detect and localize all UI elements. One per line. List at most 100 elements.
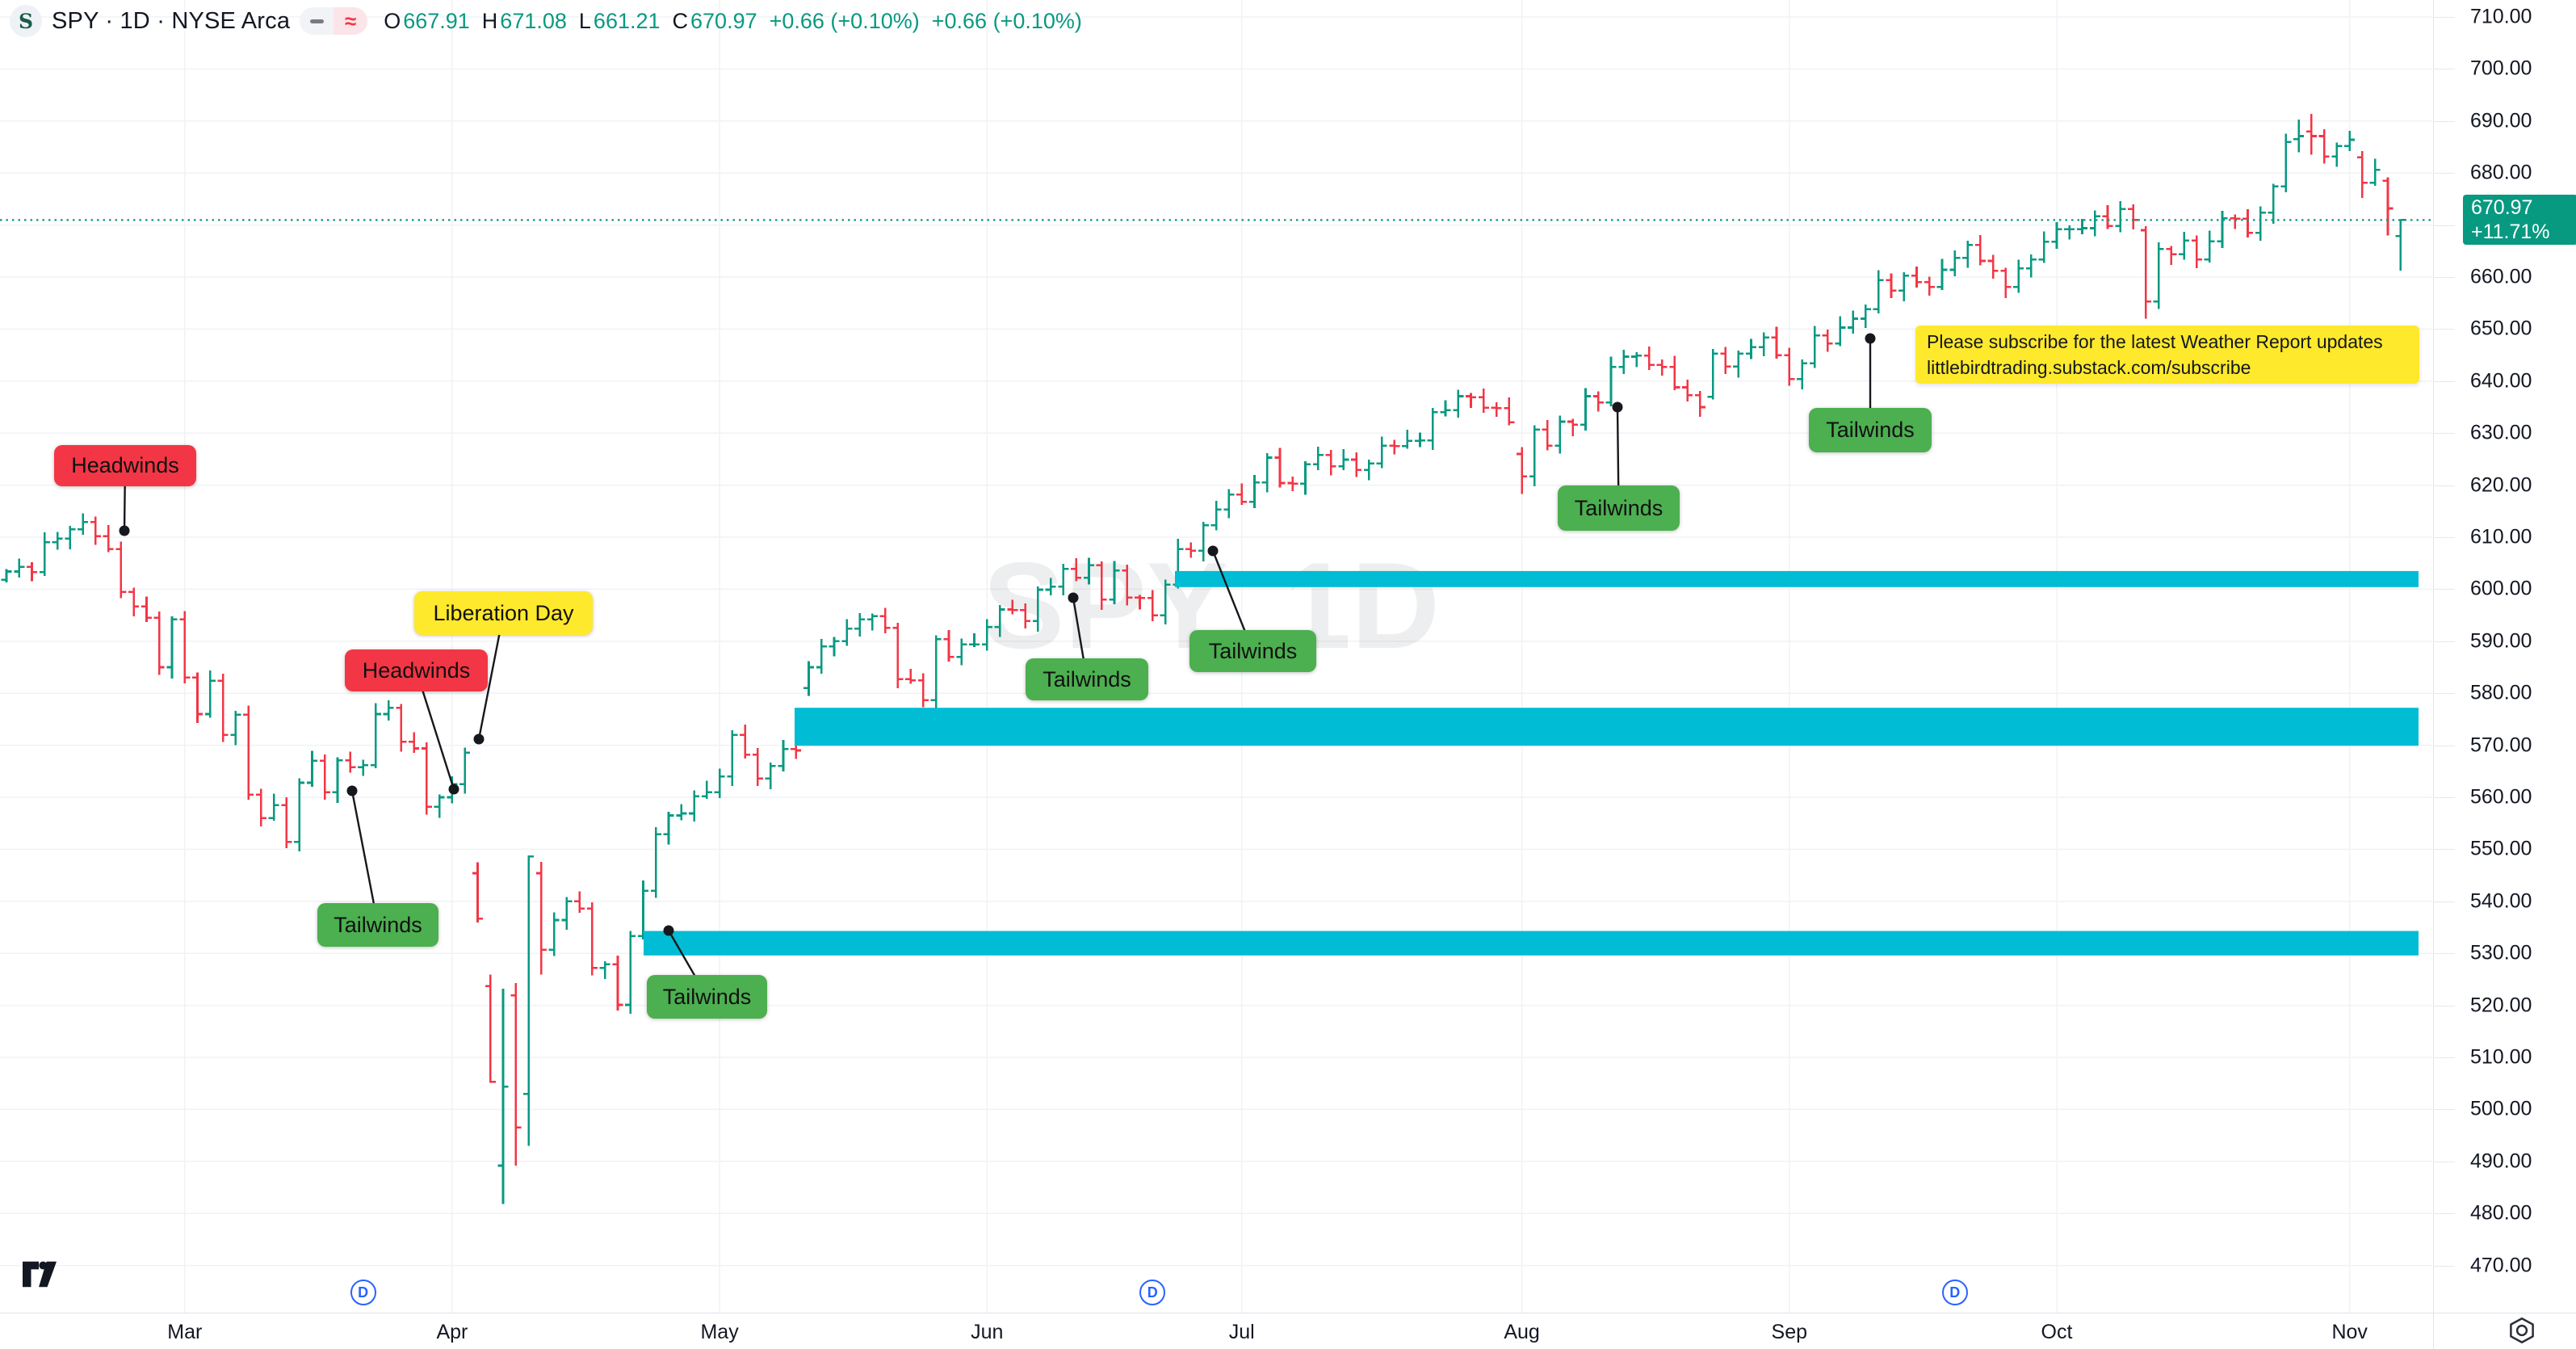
ohlc-bar[interactable] xyxy=(2179,232,2190,260)
ohlc-bar[interactable] xyxy=(803,661,814,696)
ohlc-bar[interactable] xyxy=(345,751,356,773)
ohlc-bar[interactable] xyxy=(2051,222,2062,249)
ohlc-bar[interactable] xyxy=(179,611,191,683)
ohlc-bar[interactable] xyxy=(1554,415,1566,454)
ohlc-bar[interactable] xyxy=(14,558,25,578)
ohlc-bar[interactable] xyxy=(52,532,63,550)
market-status-pill[interactable]: ≈ xyxy=(300,7,368,35)
ohlc-bar[interactable] xyxy=(243,705,254,800)
ohlc-bar[interactable] xyxy=(1071,558,1082,582)
ohlc-bar[interactable] xyxy=(255,788,266,826)
ohlc-bar[interactable] xyxy=(1962,240,1974,268)
ohlc-bar[interactable] xyxy=(1567,418,1579,436)
ohlc-bar[interactable] xyxy=(1376,436,1387,469)
ohlc-bar[interactable] xyxy=(1924,276,1935,296)
ohlc-bar[interactable] xyxy=(930,635,942,711)
ohlc-bar[interactable] xyxy=(1147,590,1158,621)
dividend-marker[interactable]: D xyxy=(350,1280,376,1305)
ohlc-bar[interactable] xyxy=(2191,235,2202,268)
ohlc-bar[interactable] xyxy=(2318,129,2330,164)
ohlc-bar[interactable] xyxy=(1605,356,1617,406)
ohlc-bar[interactable] xyxy=(1529,425,1540,486)
ohlc-bar[interactable] xyxy=(2395,219,2406,271)
ohlc-bar[interactable] xyxy=(1707,348,1718,400)
support-resistance-zone[interactable] xyxy=(644,931,2419,956)
ohlc-bar[interactable] xyxy=(1758,332,1769,356)
ohlc-bar[interactable] xyxy=(2153,242,2164,309)
ohlc-bar[interactable] xyxy=(103,525,114,553)
ohlc-bar[interactable] xyxy=(1,569,12,582)
ohlc-bar[interactable] xyxy=(1427,407,1438,450)
ohlc-bar[interactable] xyxy=(841,619,853,646)
support-resistance-zone[interactable] xyxy=(1175,570,2419,587)
ohlc-bar[interactable] xyxy=(2038,231,2049,263)
ohlc-bar[interactable] xyxy=(1363,459,1374,481)
ohlc-bar[interactable] xyxy=(2000,267,2012,299)
ohlc-bar[interactable] xyxy=(485,974,496,1083)
last-price-label[interactable]: 670.97 +11.71% xyxy=(2463,195,2576,246)
ohlc-bar[interactable] xyxy=(1656,359,1668,376)
ohlc-bar[interactable] xyxy=(459,747,471,794)
ohlc-bar[interactable] xyxy=(2230,214,2241,229)
ohlc-bar[interactable] xyxy=(2382,177,2393,236)
ohlc-bar[interactable] xyxy=(1325,450,1336,476)
ohlc-bar[interactable] xyxy=(1873,270,1884,313)
ohlc-bar[interactable] xyxy=(1478,389,1489,414)
ohlc-bar[interactable] xyxy=(1643,347,1655,371)
ohlc-bar[interactable] xyxy=(612,956,623,1011)
ohlc-bar[interactable] xyxy=(1720,347,1731,375)
ohlc-bar[interactable] xyxy=(1389,439,1400,455)
ohlc-bar[interactable] xyxy=(956,638,967,666)
ohlc-bar[interactable] xyxy=(1746,338,1756,359)
ohlc-bar[interactable] xyxy=(676,804,687,821)
ohlc-bar[interactable] xyxy=(650,826,661,898)
ohlc-bar[interactable] xyxy=(1300,461,1311,495)
ohlc-bar[interactable] xyxy=(2140,225,2151,319)
ohlc-bar[interactable] xyxy=(1122,564,1133,606)
ohlc-bar[interactable] xyxy=(2128,204,2139,229)
ohlc-bar[interactable] xyxy=(268,793,279,822)
ohlc-bar[interactable] xyxy=(1797,359,1808,389)
ohlc-bar[interactable] xyxy=(1771,326,1782,359)
ohlc-bar[interactable] xyxy=(1669,355,1680,391)
ohlc-bar[interactable] xyxy=(1835,316,1846,347)
ohlc-bar[interactable] xyxy=(1592,391,1604,412)
ohlc-bar[interactable] xyxy=(39,532,50,576)
ohlc-bar[interactable] xyxy=(689,790,700,822)
ohlc-bar[interactable] xyxy=(1809,326,1820,368)
ohlc-bar[interactable] xyxy=(1822,329,1833,352)
ohlc-bar[interactable] xyxy=(153,611,165,675)
ohlc-bar[interactable] xyxy=(1415,432,1425,448)
ohlc-bar[interactable] xyxy=(2268,183,2279,225)
ohlc-bar[interactable] xyxy=(319,754,330,800)
ohlc-bar[interactable] xyxy=(829,637,840,657)
ohlc-bar[interactable] xyxy=(409,732,420,754)
ohlc-bar[interactable] xyxy=(1287,477,1298,492)
subscription-note[interactable]: Please subscribe for the latest Weather … xyxy=(1915,326,2419,384)
ohlc-bar[interactable] xyxy=(1631,351,1643,368)
ohlc-bar[interactable] xyxy=(294,778,305,852)
ohlc-bar[interactable] xyxy=(1249,474,1260,509)
ohlc-bar[interactable] xyxy=(1949,250,1961,276)
ohlc-bar[interactable] xyxy=(192,672,203,724)
ohlc-bar[interactable] xyxy=(396,704,407,752)
ohlc-bar[interactable] xyxy=(370,703,381,769)
ohlc-bar[interactable] xyxy=(1936,258,1948,291)
ohlc-bar[interactable] xyxy=(1682,380,1693,401)
ohlc-bar[interactable] xyxy=(752,747,763,786)
ohlc-bar[interactable] xyxy=(994,605,1005,637)
ohlc-bar[interactable] xyxy=(523,855,535,1146)
ohlc-bar[interactable] xyxy=(535,861,547,975)
ohlc-bar[interactable] xyxy=(1236,483,1248,505)
ohlc-bar[interactable] xyxy=(27,561,37,582)
ohlc-bar[interactable] xyxy=(625,931,636,1014)
ohlc-bar[interactable] xyxy=(2089,210,2100,237)
ohlc-bar[interactable] xyxy=(2025,254,2037,278)
ohlc-bar[interactable] xyxy=(230,711,241,746)
tradingview-logo[interactable] xyxy=(23,1260,57,1289)
ohlc-bar[interactable] xyxy=(2293,119,2305,153)
ohlc-bar[interactable] xyxy=(879,607,891,634)
ohlc-bar[interactable] xyxy=(586,901,598,976)
ohlc-bar[interactable] xyxy=(1135,595,1145,610)
ohlc-bar[interactable] xyxy=(1210,500,1222,531)
